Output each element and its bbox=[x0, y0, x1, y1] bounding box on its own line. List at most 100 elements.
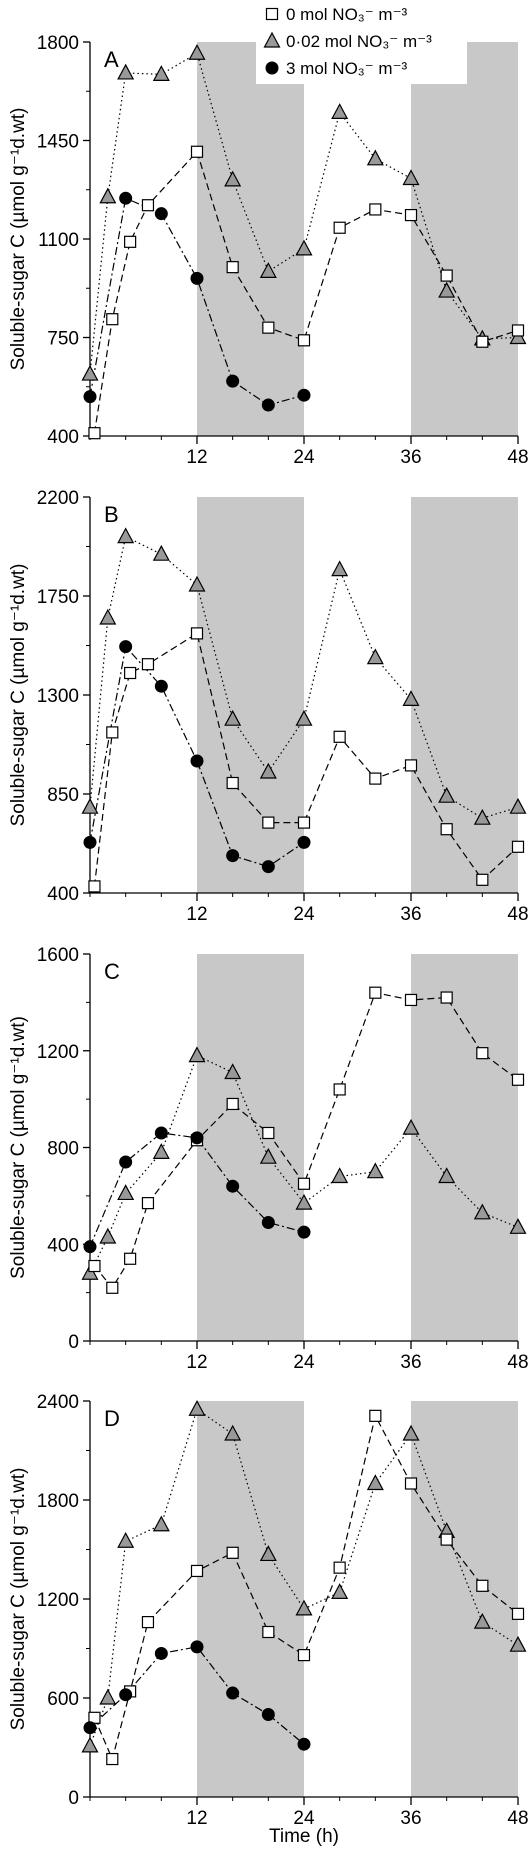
x-tick-label: 24 bbox=[293, 1352, 315, 1373]
data-point-s3 bbox=[190, 271, 204, 285]
panel-d: 0 600 1200 1800 2400 12 24 36 48 Soluble-sugar C … bbox=[8, 1392, 529, 1829]
y-tick-label: 1750 bbox=[37, 587, 79, 608]
data-point-s002 bbox=[259, 1545, 277, 1562]
data-point-s3 bbox=[119, 640, 133, 654]
data-point-s002 bbox=[117, 1184, 135, 1201]
data-point-s3 bbox=[226, 1686, 240, 1700]
data-point-s002 bbox=[331, 1583, 349, 1600]
data-point-s0 bbox=[226, 776, 239, 790]
data-point-s002 bbox=[188, 575, 206, 592]
y-tick-label: 1800 bbox=[37, 33, 79, 54]
legend-label: 3 mol NO₃⁻ m⁻³ bbox=[286, 59, 408, 78]
legend-background bbox=[256, 2, 467, 84]
data-point-s002 bbox=[117, 63, 135, 80]
data-point-s002 bbox=[295, 1599, 313, 1616]
data-point-s0 bbox=[404, 993, 418, 1007]
data-point-s3 bbox=[297, 388, 311, 402]
data-point-s002 bbox=[295, 709, 313, 726]
dark-period-shade bbox=[197, 42, 304, 436]
data-point-s3 bbox=[119, 1155, 133, 1169]
data-point-s002 bbox=[509, 797, 527, 814]
panel-label: A bbox=[104, 47, 119, 72]
y-tick-label: 400 bbox=[47, 884, 79, 905]
y-tick-label: 0 bbox=[68, 1332, 79, 1353]
data-point-s002 bbox=[473, 1612, 491, 1629]
x-tick-label: 48 bbox=[507, 904, 528, 925]
data-point-s3 bbox=[297, 1225, 311, 1239]
dark-period-shade bbox=[411, 497, 518, 893]
data-point-s002 bbox=[402, 1424, 420, 1441]
y-tick-label: 1200 bbox=[37, 1590, 79, 1611]
data-point-s002 bbox=[259, 762, 277, 779]
data-point-s0 bbox=[141, 199, 155, 212]
data-point-s002 bbox=[366, 1162, 384, 1179]
data-point-s0 bbox=[106, 1281, 119, 1294]
y-axis-title: Soluble-sugar C (µmol g⁻¹d.wt) bbox=[8, 564, 29, 827]
data-point-s0 bbox=[297, 816, 311, 829]
y-tick-label: 850 bbox=[47, 785, 79, 806]
x-tick-label: 36 bbox=[400, 904, 421, 925]
data-point-s3 bbox=[83, 1721, 97, 1735]
data-point-s3 bbox=[261, 398, 275, 412]
data-point-s002 bbox=[188, 43, 206, 60]
data-point-s002 bbox=[295, 1193, 313, 1210]
data-point-s0 bbox=[226, 1546, 239, 1559]
data-point-s3 bbox=[261, 1708, 275, 1721]
data-point-s002 bbox=[224, 1424, 242, 1441]
panel-label: D bbox=[104, 1406, 120, 1431]
x-tick-label: 48 bbox=[507, 1352, 528, 1373]
legend-marker-s0 bbox=[265, 7, 279, 21]
data-point-s0 bbox=[88, 880, 101, 893]
x-tick-label: 36 bbox=[400, 1808, 421, 1829]
data-point-s002 bbox=[117, 527, 135, 544]
data-point-s0 bbox=[297, 1648, 311, 1662]
dark-period-shade bbox=[197, 954, 304, 1341]
data-point-s3 bbox=[83, 1240, 97, 1254]
data-point-s002 bbox=[99, 1227, 117, 1244]
data-point-s0 bbox=[88, 427, 101, 440]
data-point-s002 bbox=[402, 1118, 420, 1135]
x-tick-label: 12 bbox=[186, 904, 207, 925]
data-point-s3 bbox=[119, 191, 133, 205]
data-point-s002 bbox=[509, 1218, 527, 1234]
data-point-s002 bbox=[152, 65, 170, 81]
legend-marker-s002 bbox=[263, 31, 281, 48]
x-tick-label: 24 bbox=[293, 904, 315, 925]
data-point-s002 bbox=[224, 709, 242, 726]
data-point-s0 bbox=[440, 991, 453, 1004]
data-point-s002 bbox=[188, 1046, 206, 1063]
y-tick-label: 800 bbox=[47, 1139, 79, 1160]
y-tick-label: 750 bbox=[47, 329, 79, 350]
data-point-s002 bbox=[473, 1203, 491, 1220]
data-point-s0 bbox=[190, 145, 204, 158]
data-point-s0 bbox=[106, 1752, 119, 1766]
legend-label: 0 mol NO₃⁻ m⁻³ bbox=[286, 5, 408, 24]
data-point-s0 bbox=[369, 1409, 382, 1422]
x-tick-label: 24 bbox=[293, 1808, 315, 1829]
dark-period-shade bbox=[197, 497, 304, 893]
data-point-s3 bbox=[297, 835, 311, 849]
series-line-s002 bbox=[89, 1054, 519, 1274]
legend: 0 mol NO₃⁻ m⁻³ 0·02 mol NO₃⁻ m⁻³ 3 mol NO₃… bbox=[256, 2, 467, 84]
data-point-s002 bbox=[99, 187, 117, 204]
data-point-s002 bbox=[295, 239, 313, 256]
data-point-s3 bbox=[119, 1688, 133, 1702]
y-tick-label: 1450 bbox=[37, 132, 79, 153]
panel-label: B bbox=[104, 502, 119, 527]
y-axis-title: Soluble-sugar C (µmol g⁻¹d.wt) bbox=[8, 108, 29, 371]
data-point-s002 bbox=[117, 1531, 135, 1548]
y-tick-label: 1800 bbox=[37, 1491, 79, 1512]
x-tick-label: 12 bbox=[186, 1352, 207, 1373]
data-point-s0 bbox=[262, 1625, 275, 1639]
data-point-s0 bbox=[333, 221, 346, 234]
data-point-s0 bbox=[333, 1083, 346, 1096]
x-axis-title: Time (h) bbox=[269, 1826, 339, 1847]
data-point-s0 bbox=[141, 658, 155, 671]
data-point-s002 bbox=[259, 262, 277, 278]
x-tick-label: 48 bbox=[507, 447, 528, 468]
data-point-s0 bbox=[106, 726, 119, 739]
y-tick-label: 1100 bbox=[38, 230, 79, 251]
data-point-s002 bbox=[366, 149, 384, 166]
